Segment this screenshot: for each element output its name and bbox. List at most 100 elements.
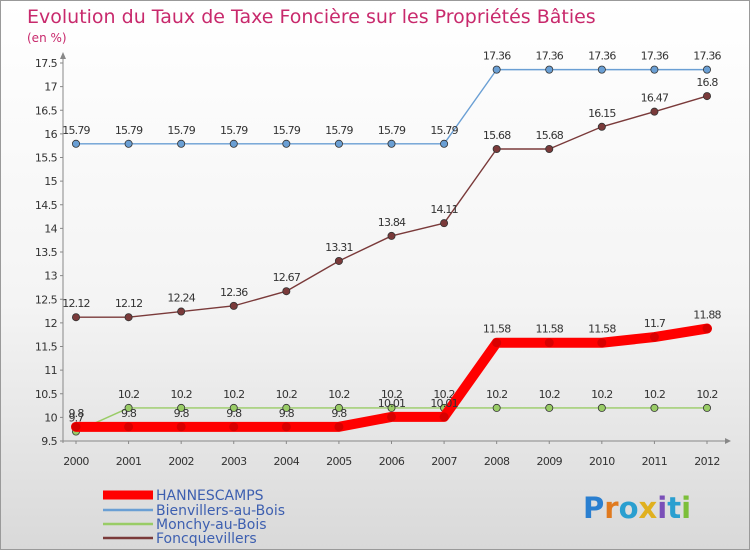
data-label: 10.2 [539, 388, 560, 401]
data-point [703, 65, 712, 74]
data-label: 14.11 [430, 203, 458, 216]
data-point [282, 139, 291, 148]
y-tick-label: 10 [44, 411, 57, 424]
data-point [702, 324, 712, 334]
data-label: 11.7 [644, 317, 666, 330]
y-tick-label: 13.5 [35, 246, 58, 259]
data-point [597, 338, 607, 348]
legend-label: HANNESCAMPS [156, 488, 264, 504]
data-label: 17.36 [693, 50, 721, 63]
data-label: 10.2 [118, 388, 139, 401]
data-label: 9.8 [121, 407, 137, 420]
unit-label: (en %) [27, 31, 67, 45]
logo-letter: i [681, 491, 691, 525]
data-label: 15.79 [378, 124, 406, 137]
y-tick-label: 13 [44, 270, 57, 283]
data-label: 15.79 [115, 124, 143, 137]
data-label: 9.8 [331, 407, 347, 420]
data-point [177, 139, 186, 148]
x-tick-label: 2011 [642, 455, 668, 468]
logo-letter: r [604, 491, 619, 525]
data-point [229, 403, 238, 412]
y-tick-label: 15.5 [35, 152, 58, 165]
y-tick-label: 15 [44, 175, 57, 188]
data-point [124, 313, 133, 322]
data-point [650, 107, 659, 116]
data-label: 17.36 [588, 50, 616, 63]
data-label: 12.12 [115, 297, 143, 310]
data-point [177, 403, 186, 412]
axes: 9.5 10 10.5 11 11.5 12 12.5 13 13.5 14 14.5 15 15.5 1… [35, 52, 731, 468]
data-label: 15.79 [430, 124, 458, 137]
data-label: 15.79 [273, 124, 301, 137]
data-label: 17.36 [641, 50, 669, 63]
logo-text: Proxiti [583, 491, 691, 525]
data-point [334, 256, 343, 265]
data-point [334, 139, 343, 148]
data-point [703, 92, 712, 101]
legend-item: Foncquevillers [103, 531, 257, 547]
legend-item: HANNESCAMPS [103, 488, 264, 504]
data-label: 10.2 [591, 388, 612, 401]
data-point [387, 139, 396, 148]
data-label: 11.58 [536, 323, 564, 336]
series-group: 9.710.2 10.2 10.2 10.2 10.2 10.2 10.2 10.2 10.2 1… [62, 50, 722, 436]
data-point [650, 403, 659, 412]
data-point [492, 144, 501, 153]
data-point [597, 122, 606, 131]
logo-letter: i [657, 491, 667, 525]
x-tick-label: 2009 [536, 455, 562, 468]
data-point [387, 231, 396, 240]
data-point [439, 412, 449, 422]
logo-letter: t [667, 491, 681, 525]
data-label: 17.36 [483, 50, 511, 63]
data-point [387, 403, 396, 412]
logo-letter: x [639, 491, 658, 525]
data-point [649, 332, 659, 342]
x-tick-label: 2007 [431, 455, 457, 468]
data-label: 15.79 [220, 124, 248, 137]
legend-item: Bienvillers-au-Bois [103, 503, 285, 519]
y-tick-label: 17.5 [35, 57, 58, 70]
x-tick-label: 2004 [274, 455, 300, 468]
y-tick-label: 17 [44, 81, 57, 94]
legend-label: Bienvillers-au-Bois [156, 503, 285, 519]
data-label: 17.36 [536, 50, 564, 63]
data-label: 10.2 [381, 388, 402, 401]
data-point [177, 307, 186, 316]
data-label: 10.2 [696, 388, 717, 401]
data-label: 15.79 [62, 124, 90, 137]
data-point [124, 422, 134, 432]
series-bienvillers-au-bois: 15.79 15.79 15.79 15.79 15.79 15.79 15.79 15.79… [62, 50, 722, 148]
data-point [281, 422, 291, 432]
x-tick-label: 2001 [116, 455, 142, 468]
x-tick-label: 2012 [694, 455, 720, 468]
data-label: 16.47 [641, 92, 669, 105]
y-tick-label: 12 [44, 317, 57, 330]
data-point [229, 422, 239, 432]
data-label: 16.8 [696, 76, 718, 89]
series-hannescamps: 9.8 9.8 9.8 9.8 9.8 9.8 10.01 10.01 11.58 11.58 11… [68, 309, 722, 432]
data-point [229, 301, 238, 310]
data-point [545, 65, 554, 74]
data-label: 9.8 [226, 407, 242, 420]
data-point [72, 313, 81, 322]
y-tick-label: 14 [44, 222, 57, 235]
data-point [282, 403, 291, 412]
data-point [492, 65, 501, 74]
x-tick-label: 2010 [589, 455, 615, 468]
y-tick-label: 11.5 [35, 341, 58, 354]
series-foncquevillers: 12.12 12.12 12.24 12.36 12.67 13.31 13.84 14.11… [62, 76, 719, 322]
data-point [545, 144, 554, 153]
data-point [544, 338, 554, 348]
data-label: 9.8 [279, 407, 295, 420]
data-label: 10.2 [223, 388, 244, 401]
data-label: 12.12 [62, 297, 90, 310]
data-point [124, 139, 133, 148]
data-point [124, 403, 133, 412]
data-label: 15.79 [167, 124, 195, 137]
data-label: 10.2 [433, 388, 454, 401]
data-point [545, 403, 554, 412]
